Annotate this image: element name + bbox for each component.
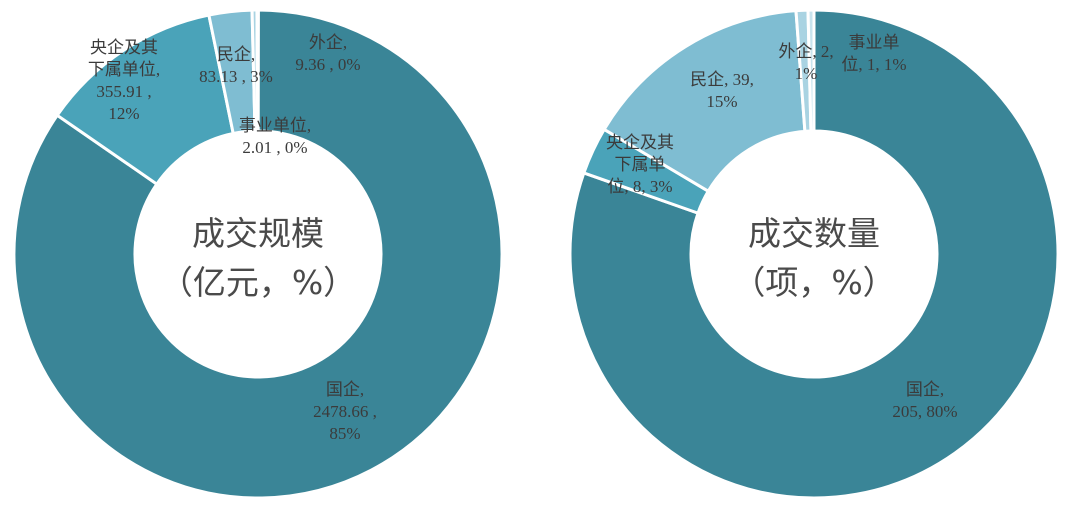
slice-label-line: 下属单位,: [88, 60, 160, 79]
slice-label-line: 355.91 ,: [96, 82, 151, 101]
slice-label-line: 85%: [329, 424, 360, 443]
slice-label-line: 12%: [108, 104, 139, 123]
slice-label-line: 2.01 , 0%: [242, 138, 307, 157]
slice-label-line: 9.36 , 0%: [295, 55, 360, 74]
slice-label-line: 事业单位,: [239, 116, 311, 135]
slice-labels: 国企, 2478.66 , 85% 央企及其下属单位, 355.91 , 12% 民企, 83…: [88, 33, 377, 443]
slice-label-5: 事业单位, 2.01 , 0%: [239, 116, 311, 157]
slice-label-line: 2478.66 ,: [313, 402, 377, 421]
slice-label-line: 位, 8, 3%: [607, 177, 672, 196]
slice-label-line: 国企,: [906, 380, 944, 399]
slice-label-1: 国企, 205, 80%: [892, 380, 957, 421]
slice-label-line: 国企,: [326, 380, 364, 399]
donut-slices: [12, 8, 504, 500]
slice-label-line: 1%: [795, 64, 818, 83]
center-title: 成交数量: [748, 214, 880, 253]
slice-labels: 国企, 205, 80% 央企及其下属单位, 8, 3% 民企, 39, 15% 外企, …: [606, 33, 958, 421]
slice-label-line: 外企,: [309, 33, 347, 52]
slice-label-3: 民企, 39, 15%: [690, 70, 754, 111]
slice-3: [602, 9, 807, 194]
slice-label-5: 事业单位, 1, 1%: [841, 33, 906, 74]
slice-label-1: 国企, 2478.66 , 85%: [313, 380, 377, 443]
slice-1: [568, 8, 1060, 500]
donut-slices: [568, 8, 1060, 500]
slice-label-line: 外企, 2,: [778, 42, 833, 61]
slice-label-line: 央企及其: [606, 133, 674, 152]
slice-label-line: 位, 1, 1%: [841, 55, 906, 74]
slice-5: [806, 8, 816, 133]
slice-label-2: 央企及其下属单位, 8, 3%: [606, 133, 674, 196]
slice-label-4: 外企, 2, 1%: [778, 42, 833, 83]
donut-chart-transaction-scale: 成交规模 （亿元，%） 国企, 2478.66 , 85% 央企及其下属单位, 355.…: [12, 8, 504, 500]
slice-label-3: 民企, 83.13 , 3%: [199, 45, 273, 86]
center-title: 成交规模: [192, 214, 324, 253]
slice-label-line: 205, 80%: [892, 402, 957, 421]
slice-label-4: 外企, 9.36 , 0%: [295, 33, 360, 74]
slice-label-line: 83.13 , 3%: [199, 67, 273, 86]
slice-label-line: 下属单: [615, 155, 666, 174]
center-subtitle: （项，%）: [732, 263, 895, 302]
slice-1: [12, 8, 504, 500]
slice-label-line: 15%: [706, 92, 737, 111]
slice-5: [255, 8, 260, 133]
slice-label-line: 事业单: [849, 33, 900, 52]
donut-chart-transaction-count: 成交数量 （项，%） 国企, 205, 80% 央企及其下属单位, 8, 3% 民企,…: [568, 8, 1060, 500]
slice-label-line: 民企,: [217, 45, 255, 64]
center-subtitle: （亿元，%）: [160, 263, 356, 302]
slice-label-line: 民企, 39,: [690, 70, 754, 89]
slice-label-2: 央企及其下属单位, 355.91 , 12%: [88, 38, 160, 123]
slice-label-line: 央企及其: [90, 38, 158, 57]
